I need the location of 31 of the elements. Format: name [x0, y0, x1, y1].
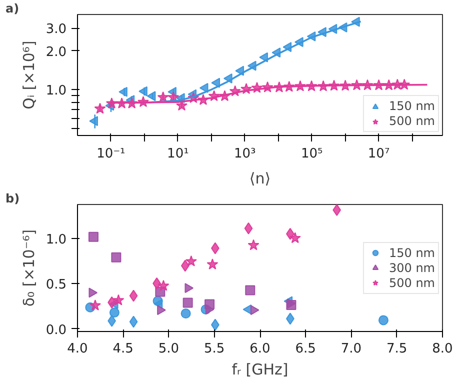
x-tick-label: 4.5: [112, 342, 134, 356]
chart-title: a): [6, 2, 20, 16]
y-tick-label: 3.0: [46, 22, 67, 38]
x-tick-label: 4.0: [67, 342, 88, 356]
y-axis-title: δ₀ [×10⁻⁶]: [20, 229, 38, 307]
x-tick-label: 7.0: [340, 342, 362, 356]
x-tick-label: 10⁻¹: [96, 146, 126, 162]
y-tick-label: 0.5: [46, 278, 67, 293]
x-tick-label: 6.5: [295, 342, 316, 356]
legend-label: 150 nm: [388, 246, 435, 260]
x-tick-label: 6.0: [250, 342, 270, 356]
y-tick-label: 1.0: [46, 232, 67, 248]
x-tick-label: 10⁵: [300, 146, 323, 162]
y-axis-title: Qᵢ [×10⁶]: [20, 40, 38, 110]
legend-label: 150 nm: [388, 99, 435, 113]
x-tick-label: 7.5: [386, 342, 408, 356]
y-tick-label: 1.0: [46, 84, 67, 99]
x-axis-title: fᵣ [GHz]: [232, 360, 288, 378]
x-tick-label: 8.0: [432, 342, 453, 356]
x-tick-label: 10⁷: [368, 146, 390, 162]
y-tick-label: 0.0: [46, 322, 67, 338]
x-tick-label: 5.0: [158, 342, 180, 356]
y-tick-label: 2.0: [46, 44, 67, 60]
x-axis-title: ⟨n⟩: [249, 170, 271, 188]
x-tick-label: 10¹: [167, 146, 189, 162]
chart-title: b): [6, 192, 20, 206]
x-tick-label: 5.5: [204, 342, 225, 356]
x-tick-label: 10³: [234, 146, 256, 162]
legend-label: 500 nm: [388, 114, 435, 128]
legend-label: 500 nm: [388, 276, 435, 290]
legend-label: 300 nm: [388, 260, 435, 274]
